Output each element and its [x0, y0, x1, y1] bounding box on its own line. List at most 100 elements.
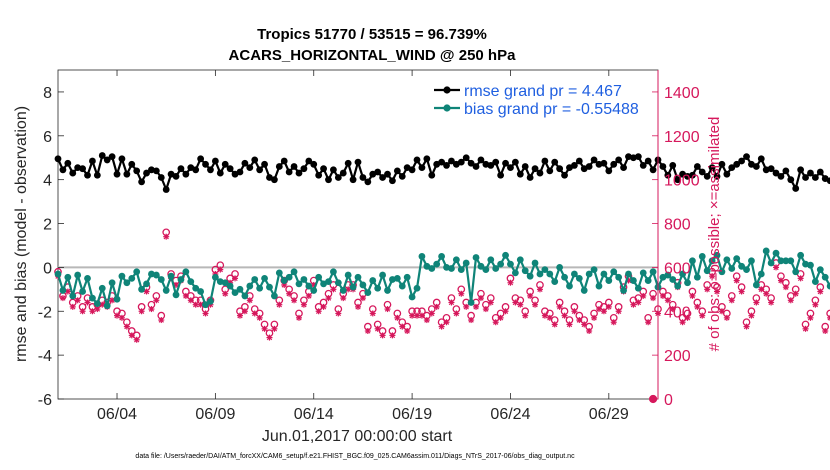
obs-assimilated-stroke — [193, 302, 199, 308]
obs-possible-marker — [826, 309, 830, 318]
obs-assimilated-stroke — [419, 312, 425, 319]
obs-assimilated-stroke — [827, 317, 830, 321]
obs-assimilated-stroke — [778, 277, 784, 284]
bias-series — [54, 247, 830, 310]
obs-assimilated-marker — [236, 312, 243, 319]
obs-assimilated-marker — [605, 303, 612, 310]
obs-assimilated-stroke — [596, 306, 602, 312]
rmse-point — [767, 165, 775, 173]
obs-assimilated-marker — [59, 295, 66, 302]
y-axis-right-ticks: 0 200 400 600 800 1000 1200 1400 — [652, 70, 700, 409]
obs-assimilated-stroke — [443, 319, 450, 325]
obs-assimilated-marker — [502, 308, 509, 315]
bias-point — [211, 273, 219, 281]
obs-assimilated-marker — [782, 284, 789, 291]
obs-assimilated-marker — [571, 308, 578, 315]
rmse-point — [526, 174, 534, 181]
bias-point — [595, 282, 603, 290]
obs-assimilated-stroke — [802, 326, 809, 332]
obs-assimilated-marker — [556, 303, 563, 310]
rmse-point — [305, 157, 313, 165]
bias-point — [649, 268, 657, 276]
obs-assimilated-marker — [453, 310, 460, 317]
bias-point — [69, 292, 77, 300]
obs-assimilated-stroke — [773, 264, 779, 271]
x-tick-label: 06/09 — [195, 406, 235, 423]
bias-point — [516, 256, 524, 264]
rmse-point — [772, 169, 780, 177]
obs-assimilated-marker — [246, 297, 253, 304]
obs-assimilated-stroke — [714, 288, 720, 295]
bias-point — [777, 257, 785, 265]
rmse-point — [556, 165, 564, 173]
bias-point — [103, 302, 111, 310]
obs-assimilated-stroke — [429, 310, 435, 317]
bias-point — [757, 270, 765, 278]
bias-point — [295, 280, 303, 288]
bias-point — [462, 259, 470, 267]
bias-point — [305, 282, 313, 290]
obs-assimilated-marker — [271, 325, 278, 332]
bias-point — [570, 270, 578, 278]
obs-assimilated-marker — [114, 312, 121, 319]
obs-assimilated-stroke — [315, 308, 322, 314]
rmse-point — [349, 176, 357, 184]
obs-assimilated-marker — [507, 279, 514, 286]
bias-point — [526, 272, 534, 280]
bias-point — [733, 255, 741, 263]
rmse-point — [792, 185, 800, 192]
obs-assimilated-stroke — [325, 295, 332, 301]
data-file-footer: data file: /Users/raeder/DAI/ATM_forcXX/… — [135, 453, 575, 460]
bias-point — [531, 259, 539, 267]
obs-assimilated-marker — [787, 297, 794, 304]
obs-assimilated-marker — [202, 310, 209, 317]
rmse-point — [521, 163, 529, 170]
obs-assimilated-stroke — [330, 286, 337, 293]
obs-assimilated-marker — [320, 303, 327, 310]
bias-point — [266, 283, 273, 291]
bias-point — [325, 278, 332, 286]
y-tick-label: 8 — [43, 85, 52, 102]
obs-assimilated-stroke — [571, 308, 578, 314]
obs-assimilated-stroke — [134, 337, 140, 343]
obs-assimilated-stroke — [537, 286, 543, 293]
obs-assimilated-stroke — [468, 317, 474, 323]
rmse-point — [138, 178, 146, 186]
bias-point — [807, 261, 814, 269]
rmse-point — [374, 168, 382, 176]
obs-assimilated-marker — [689, 292, 696, 299]
bias-point — [384, 287, 391, 294]
rmse-point — [693, 163, 701, 170]
obs-assimilated-marker — [153, 297, 160, 304]
bias-point — [561, 273, 568, 281]
obs-assimilated-marker — [659, 292, 666, 299]
chart-subtitle: ACARS_HORIZONTAL_WIND @ 250 hPa — [229, 47, 517, 64]
obs-assimilated-stroke — [65, 288, 71, 295]
bias-point — [152, 271, 160, 279]
bias-point — [693, 273, 701, 281]
obs-assimilated-marker — [384, 306, 391, 313]
obs-assimilated-stroke — [84, 299, 91, 306]
bias-point — [315, 273, 323, 281]
bias-point — [354, 273, 362, 281]
bias-point — [556, 264, 564, 271]
bias-point — [334, 279, 342, 287]
bias-point — [369, 277, 377, 284]
obs-assimilated-marker — [468, 317, 475, 324]
bias-point — [507, 260, 514, 268]
obs-assimilated-marker — [256, 314, 263, 321]
bias-point — [689, 257, 696, 265]
bias-point — [89, 294, 96, 302]
bias-point — [246, 282, 254, 290]
rmse-point — [718, 160, 726, 168]
rmse-point — [443, 162, 450, 169]
bias-point — [743, 266, 750, 273]
obs-assimilated-marker — [74, 297, 81, 304]
bias-point — [221, 279, 229, 287]
obs-assimilated-stroke — [822, 328, 828, 334]
rmse-point — [807, 169, 814, 177]
rmse-point — [143, 169, 150, 177]
obs-assimilated-stroke — [384, 306, 391, 312]
obs-assimilated-stroke — [74, 297, 81, 303]
obs-assimilated-marker — [743, 323, 750, 330]
